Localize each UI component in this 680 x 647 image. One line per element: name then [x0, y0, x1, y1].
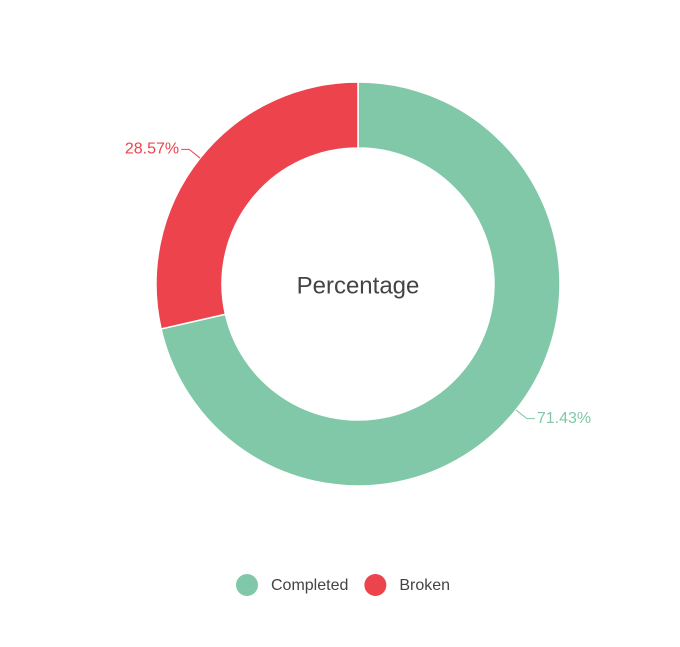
- data-label: 71.43%: [537, 410, 591, 427]
- data-label: 28.57%: [125, 141, 179, 158]
- slice: [155, 81, 359, 330]
- legend-label: Completed: [271, 577, 348, 594]
- slice: [160, 81, 561, 487]
- label-leader: [181, 148, 201, 159]
- legend-label: Broken: [399, 577, 450, 594]
- chart-title: Percentage: [297, 272, 420, 299]
- legend-marker: [364, 574, 387, 596]
- legend-marker: [236, 574, 258, 596]
- label-leader: [515, 409, 535, 420]
